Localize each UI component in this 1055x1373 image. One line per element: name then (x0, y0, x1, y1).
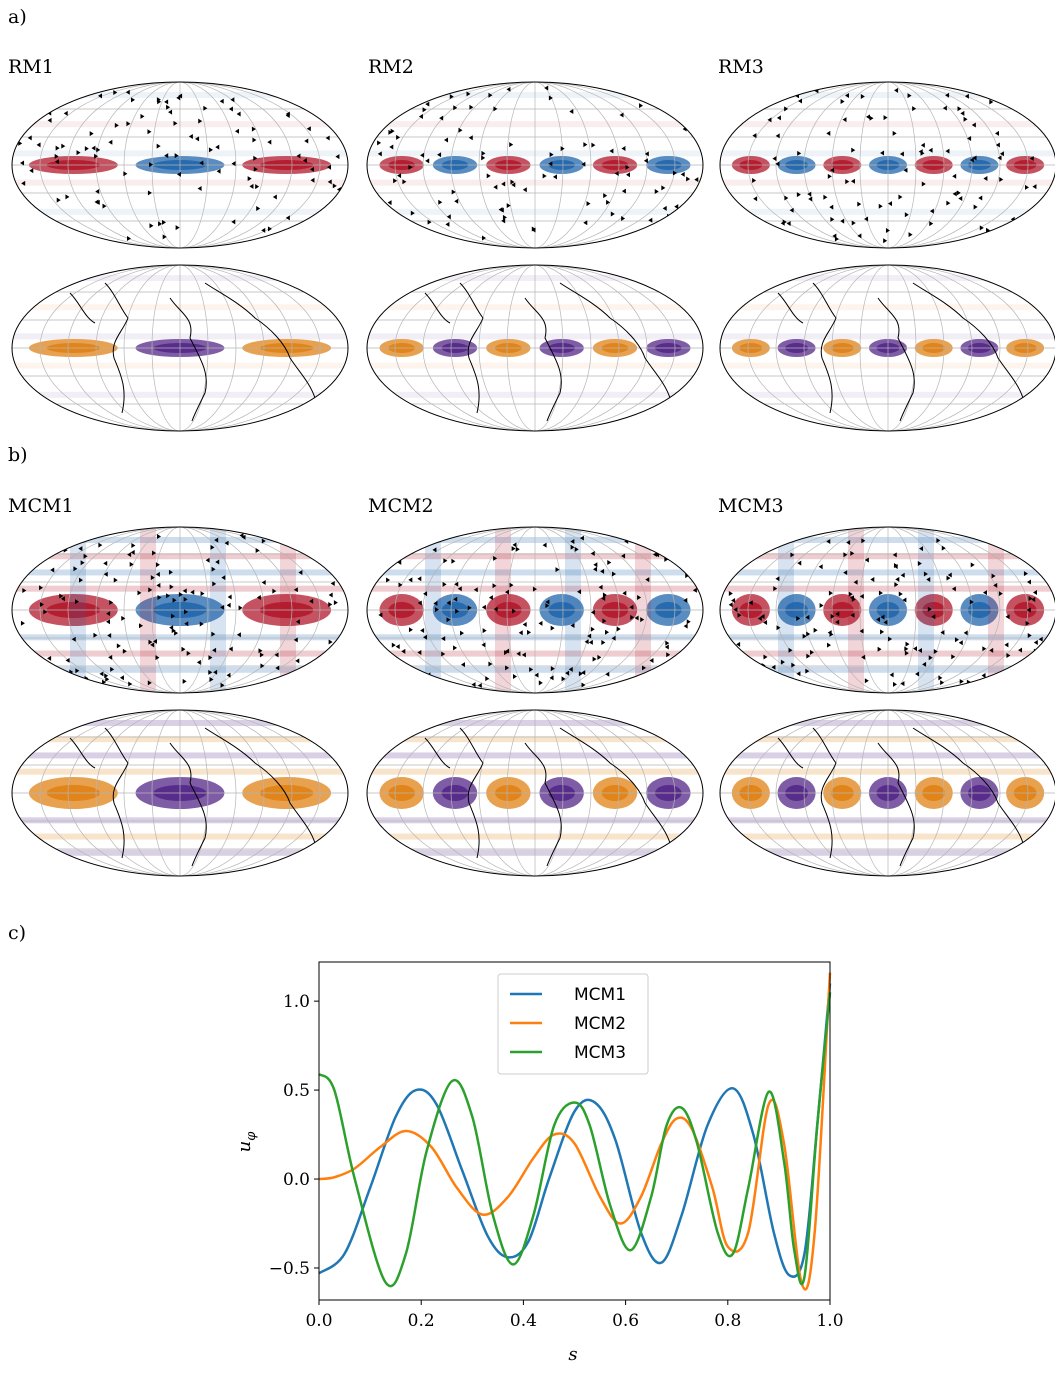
map-title-mcm1: MCM1 (8, 495, 74, 517)
plot-frame (318, 961, 831, 1301)
y-axis-label-main: u (234, 1141, 255, 1153)
map-title-rm2: RM2 (368, 56, 414, 78)
series-line-mcm2 (318, 972, 832, 1291)
line-chart: 0.0 0.2 0.4 0.6 0.8 1.0 −0.5 0.0 0.5 1.0 MCM1 MCM… (234, 961, 844, 1365)
y-axis-label: uφ (234, 1131, 259, 1153)
panel-label-a: a) (8, 6, 27, 28)
y-tick-label: 0.0 (283, 1170, 310, 1190)
x-axis-label: s (568, 1344, 577, 1365)
series-line-mcm3 (318, 992, 832, 1288)
map-mcm1-field (11, 709, 349, 877)
map-rm1-flow (11, 81, 349, 249)
map-mcm2-field (366, 709, 704, 877)
map-rm1-field (11, 264, 349, 432)
legend-label-mcm3: MCM3 (574, 1043, 626, 1063)
y-axis-label-sub: φ (244, 1131, 259, 1141)
map-title-rm1: RM1 (8, 56, 54, 78)
map-mcm3-flow (719, 526, 1055, 694)
map-title-mcm3: MCM3 (718, 495, 784, 517)
map-rm3-field (719, 264, 1055, 432)
svg-text:uφ: uφ (234, 1131, 259, 1153)
legend-frame (497, 973, 649, 1075)
x-tick-label: 0.6 (612, 1311, 639, 1331)
x-tick-label: 0.4 (510, 1311, 537, 1331)
series-line-mcm1 (318, 983, 832, 1278)
x-tick-label: 0.0 (305, 1311, 332, 1331)
x-tick-label: 1.0 (816, 1311, 843, 1331)
x-tick-label: 0.2 (408, 1311, 435, 1331)
map-mcm3-field (719, 709, 1055, 877)
map-rm2-field (366, 264, 704, 432)
y-tick-label: −0.5 (269, 1259, 310, 1279)
legend-label-mcm2: MCM2 (574, 1014, 626, 1034)
map-rm2-flow (366, 81, 704, 249)
map-title-mcm2: MCM2 (368, 495, 434, 517)
map-title-rm3: RM3 (718, 56, 764, 78)
map-mcm1-flow (11, 526, 349, 694)
x-tick-label: 0.8 (714, 1311, 741, 1331)
legend-label-mcm1: MCM1 (574, 985, 626, 1005)
panel-label-b: b) (8, 444, 28, 466)
y-tick-label: 0.5 (283, 1081, 310, 1101)
panel-label-c: c) (8, 922, 27, 944)
chart-legend: MCM1 MCM2 MCM3 (497, 973, 649, 1075)
y-tick-label: 1.0 (283, 992, 310, 1012)
map-rm3-flow (719, 81, 1055, 249)
map-mcm2-flow (366, 526, 704, 694)
